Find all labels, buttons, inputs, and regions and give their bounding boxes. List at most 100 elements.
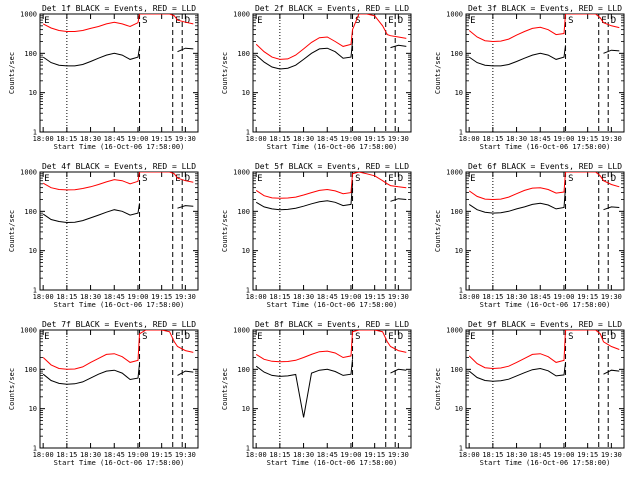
x-axis-label: Start Time (16-Oct-06 17:58:00) [54, 459, 185, 467]
x-tick-label: 19:30 [601, 293, 622, 301]
event-marker-label: E [601, 174, 606, 184]
y-tick-label: 1 [33, 129, 37, 137]
x-tick-label: 18:45 [317, 293, 338, 301]
x-tick-label: 19:30 [175, 135, 196, 143]
plot-frame [252, 329, 412, 449]
x-tick-label: 18:15 [482, 293, 503, 301]
x-tick-label: 19:30 [388, 135, 409, 143]
event-marker-label: E [44, 16, 49, 26]
x-tick-label: 18:45 [530, 451, 551, 459]
detector-panel: Det 6f BLACK = Events, RED = LLD 1 10 100 10… [434, 162, 625, 309]
x-tick-label: 19:00 [127, 293, 148, 301]
plot-frame [465, 13, 625, 133]
y-tick-label: 1 [246, 445, 250, 453]
x-axis-label: Start Time (16-Oct-06 17:58:00) [480, 459, 611, 467]
event-marker-label: S [568, 174, 573, 184]
lld-series-line [255, 14, 407, 60]
x-tick-label: 19:00 [127, 451, 148, 459]
lld-series-line [42, 14, 194, 32]
x-tick-label: 19:30 [175, 293, 196, 301]
event-marker-label: E [257, 332, 262, 342]
x-tick-label: 19:15 [151, 293, 172, 301]
y-tick-label: 1000 [20, 169, 37, 177]
x-tick-label: 18:30 [80, 451, 101, 459]
y-axis-label: Counts/sec [8, 368, 16, 410]
y-tick-label: 1000 [446, 327, 463, 335]
x-tick-label: 18:00 [246, 135, 267, 143]
events-series-line [42, 203, 194, 224]
y-tick-label: 1000 [233, 169, 250, 177]
plot-frame [465, 171, 625, 291]
event-marker-label: E [175, 174, 180, 184]
plot-frame [252, 171, 412, 291]
x-tick-label: 19:00 [340, 135, 361, 143]
x-axis-label: Start Time (16-Oct-06 17:58:00) [480, 143, 611, 151]
event-marker-label: D [185, 332, 190, 342]
x-tick-label: 18:30 [506, 451, 527, 459]
y-tick-label: 100 [450, 208, 463, 216]
x-tick-label: 18:00 [459, 293, 480, 301]
y-tick-label: 1 [459, 129, 463, 137]
panel-title: Det 7f BLACK = Events, RED = LLD [42, 320, 196, 329]
x-axis-label: Start Time (16-Oct-06 17:58:00) [267, 143, 398, 151]
x-tick-label: 19:30 [601, 451, 622, 459]
event-marker-label: E [470, 332, 475, 342]
panel-title: Det 8f BLACK = Events, RED = LLD [255, 320, 409, 329]
x-axis-label: Start Time (16-Oct-06 17:58:00) [267, 301, 398, 309]
x-tick-label: 19:00 [553, 451, 574, 459]
x-tick-label: 19:15 [364, 293, 385, 301]
y-tick-label: 10 [29, 89, 37, 97]
panel-title: Det 5f BLACK = Events, RED = LLD [255, 162, 409, 171]
plot-frame [39, 13, 199, 133]
event-marker-label: E [601, 16, 606, 26]
x-axis-label: Start Time (16-Oct-06 17:58:00) [54, 301, 185, 309]
x-axis-label: Start Time (16-Oct-06 17:58:00) [480, 301, 611, 309]
x-tick-label: 18:45 [317, 135, 338, 143]
y-tick-label: 100 [237, 208, 250, 216]
x-tick-label: 18:15 [269, 293, 290, 301]
panel-title: Det 3f BLACK = Events, RED = LLD [468, 4, 622, 13]
y-tick-label: 1 [33, 287, 37, 295]
event-marker-label: E [388, 332, 393, 342]
y-tick-label: 1 [459, 445, 463, 453]
x-tick-label: 19:15 [151, 451, 172, 459]
lld-series-line [42, 330, 194, 370]
x-tick-label: 19:00 [340, 451, 361, 459]
event-marker-label: E [44, 174, 49, 184]
x-tick-label: 19:15 [151, 135, 172, 143]
plot-frame [465, 329, 625, 449]
event-marker-label: E [470, 16, 475, 26]
y-tick-label: 1000 [446, 11, 463, 19]
y-axis-label: Counts/sec [221, 52, 229, 94]
x-tick-label: 19:30 [175, 451, 196, 459]
x-tick-label: 19:15 [577, 293, 598, 301]
x-axis-label: Start Time (16-Oct-06 17:58:00) [54, 143, 185, 151]
y-tick-label: 1 [33, 445, 37, 453]
x-tick-label: 18:00 [33, 135, 54, 143]
events-series-line [255, 359, 407, 418]
events-series-line [468, 187, 620, 214]
panel-title: Det 1f BLACK = Events, RED = LLD [42, 4, 196, 13]
x-tick-label: 18:15 [482, 451, 503, 459]
y-tick-label: 100 [237, 50, 250, 58]
event-marker-label: D [611, 174, 616, 184]
y-tick-label: 10 [455, 247, 463, 255]
event-marker-label: E [257, 174, 262, 184]
lld-series-line [468, 330, 620, 370]
x-tick-label: 18:30 [293, 135, 314, 143]
event-marker-label: S [142, 16, 147, 26]
x-tick-label: 19:15 [364, 451, 385, 459]
events-series-line [42, 363, 194, 385]
event-marker-label: E [257, 16, 262, 26]
event-marker-label: E [175, 16, 180, 26]
panel-title: Det 2f BLACK = Events, RED = LLD [255, 4, 409, 13]
plot-frame [39, 171, 199, 291]
x-tick-label: 18:00 [459, 135, 480, 143]
x-tick-label: 18:00 [33, 451, 54, 459]
events-series-line [468, 45, 620, 67]
x-tick-label: 18:30 [293, 451, 314, 459]
event-marker-label: D [398, 174, 403, 184]
y-tick-label: 1000 [20, 11, 37, 19]
y-tick-label: 10 [242, 89, 250, 97]
x-tick-label: 19:15 [364, 135, 385, 143]
